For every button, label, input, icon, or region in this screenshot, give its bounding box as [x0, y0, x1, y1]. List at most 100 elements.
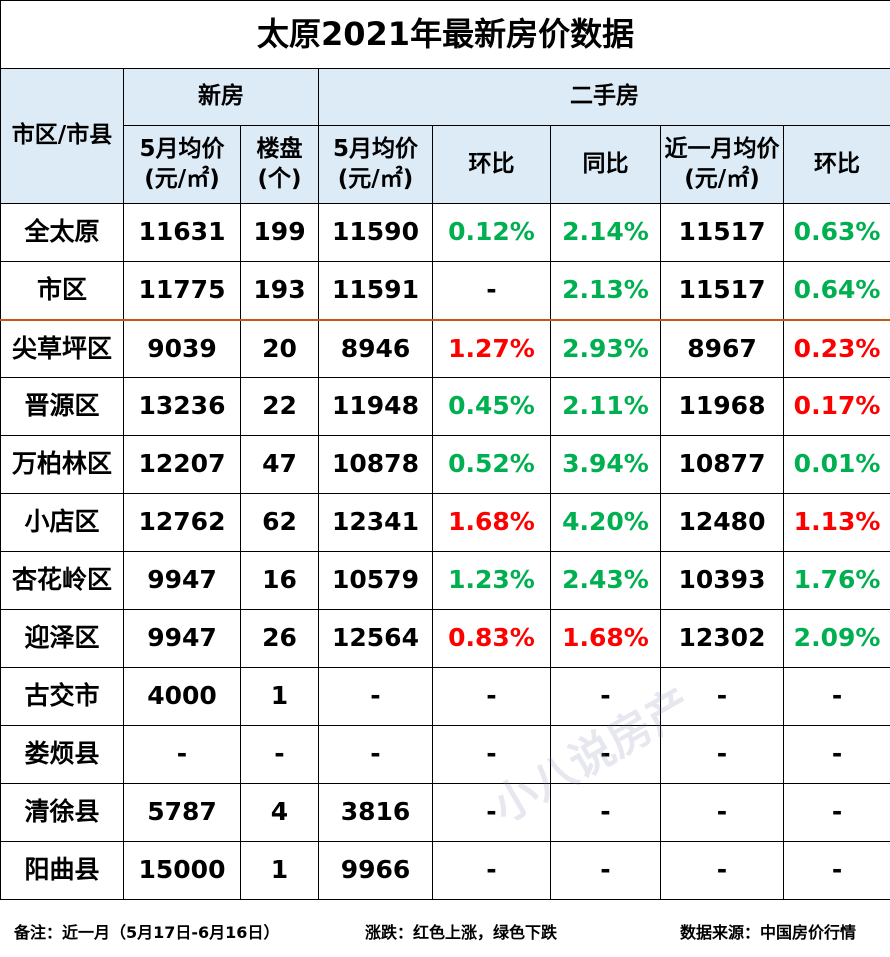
column-header: 环比 [432, 125, 551, 204]
value-cell: 20 [240, 319, 319, 378]
value-cell: 1 [240, 841, 319, 900]
value-cell: 2.14% [550, 203, 661, 262]
value-cell: 2.13% [550, 261, 661, 321]
value-cell: 2.11% [550, 377, 661, 436]
table-row: 晋源区 13236 22 11948 0.45% 2.11% 11968 0.17% [0, 377, 890, 436]
region-cell: 晋源区 [0, 377, 124, 436]
value-cell: 26 [240, 609, 319, 668]
value-cell: 3816 [318, 783, 433, 842]
value-cell: 11631 [123, 203, 241, 262]
table-row: 尖草坪区 9039 20 8946 1.27% 2.93% 8967 0.23% [0, 319, 890, 378]
value-cell: 1.76% [782, 551, 890, 610]
value-cell: 3.94% [550, 435, 661, 494]
value-cell: - [660, 841, 784, 900]
value-cell: 11591 [318, 261, 433, 321]
value-cell: 11968 [660, 377, 784, 436]
value-cell: 9947 [123, 609, 241, 668]
table-row: 全太原 11631 199 11590 0.12% 2.14% 11517 0.63% [0, 203, 890, 262]
value-cell: - [432, 725, 551, 784]
table-row: 清徐县 5787 4 3816- - - - [0, 783, 890, 842]
value-cell: 13236 [123, 377, 241, 436]
value-cell: 12302 [660, 609, 784, 668]
value-cell: 1 [240, 667, 319, 726]
value-cell: 11517 [660, 261, 784, 321]
value-cell: 2.43% [550, 551, 661, 610]
value-cell: 11948 [318, 377, 433, 436]
legend-note: 涨跌：红色上涨，绿色下跌 [365, 923, 558, 942]
column-header: 同比 [550, 125, 661, 204]
table-row: 古交市 4000 1- - - - - [0, 667, 890, 726]
value-cell: 193 [240, 261, 319, 321]
value-cell: 9039 [123, 319, 241, 378]
value-cell: 8967 [660, 319, 784, 378]
value-cell: 12762 [123, 493, 241, 552]
value-cell: 0.45% [432, 377, 551, 436]
value-cell: 47 [240, 435, 319, 494]
value-cell: - [782, 667, 890, 726]
value-cell: 1.68% [432, 493, 551, 552]
value-cell: 0.64% [782, 261, 890, 321]
value-cell: 9966 [318, 841, 433, 900]
value-cell: - [782, 725, 890, 784]
value-cell: 0.01% [782, 435, 890, 494]
value-cell: - [550, 725, 661, 784]
value-cell: - [550, 667, 661, 726]
value-cell: 11517 [660, 203, 784, 262]
value-cell: 8946 [318, 319, 433, 378]
footer: 备注：近一月（5月17日-6月16日） 涨跌：红色上涨，绿色下跌 数据来源：中国… [0, 899, 890, 957]
value-cell: 2.09% [782, 609, 890, 668]
region-cell: 清徐县 [0, 783, 124, 842]
column-header: 楼盘(个) [240, 125, 319, 204]
value-cell: - [432, 667, 551, 726]
price-table: 太原2021年最新房价数据 市区/市县 新房 二手房 5月均价(元/㎡) 楼盘(个… [0, 0, 890, 900]
value-cell: 12480 [660, 493, 784, 552]
region-header: 市区/市县 [0, 68, 124, 204]
value-cell: - [318, 725, 433, 784]
region-cell: 阳曲县 [0, 841, 124, 900]
value-cell: - [432, 261, 551, 321]
value-cell: 2.93% [550, 319, 661, 378]
value-cell: 0.17% [782, 377, 890, 436]
value-cell: 16 [240, 551, 319, 610]
value-cell: 11775 [123, 261, 241, 321]
region-cell: 娄烦县 [0, 725, 124, 784]
value-cell: - [660, 783, 784, 842]
table-row: 市区 11775 193 11591-2.13% 11517 0.64% [0, 261, 890, 321]
region-cell: 小店区 [0, 493, 124, 552]
value-cell: - [432, 841, 551, 900]
new-house-header: 新房 [123, 68, 319, 126]
title: 太原2021年最新房价数据 [0, 0, 890, 69]
column-header: 5月均价(元/㎡) [123, 125, 241, 204]
value-cell: 5787 [123, 783, 241, 842]
value-cell: 12207 [123, 435, 241, 494]
value-cell: 0.63% [782, 203, 890, 262]
value-cell: 11590 [318, 203, 433, 262]
value-cell: - [782, 841, 890, 900]
region-cell: 迎泽区 [0, 609, 124, 668]
column-header: 5月均价(元/㎡) [318, 125, 433, 204]
value-cell: 4000 [123, 667, 241, 726]
value-cell: - [782, 783, 890, 842]
region-cell: 市区 [0, 261, 124, 321]
column-header: 近一月均价(元/㎡) [660, 125, 784, 204]
table-row: 杏花岭区 9947 16 10579 1.23% 2.43% 10393 1.76% [0, 551, 890, 610]
table-row: 小店区 12762 62 12341 1.68% 4.20% 12480 1.13% [0, 493, 890, 552]
value-cell: 10393 [660, 551, 784, 610]
value-cell: 1.23% [432, 551, 551, 610]
table-row: 阳曲县 15000 1 9966- - - - [0, 841, 890, 900]
value-cell: 0.52% [432, 435, 551, 494]
value-cell: 4.20% [550, 493, 661, 552]
value-cell: 0.12% [432, 203, 551, 262]
value-cell: 12564 [318, 609, 433, 668]
source: 数据来源：中国房价行情 [680, 923, 857, 942]
value-cell: - [550, 841, 661, 900]
region-cell: 全太原 [0, 203, 124, 262]
value-cell: 1.13% [782, 493, 890, 552]
value-cell: 10877 [660, 435, 784, 494]
value-cell: 9947 [123, 551, 241, 610]
value-cell: - [550, 783, 661, 842]
value-cell: 10579 [318, 551, 433, 610]
column-header: 环比 [782, 125, 890, 204]
value-cell: 0.83% [432, 609, 551, 668]
value-cell: - [432, 783, 551, 842]
